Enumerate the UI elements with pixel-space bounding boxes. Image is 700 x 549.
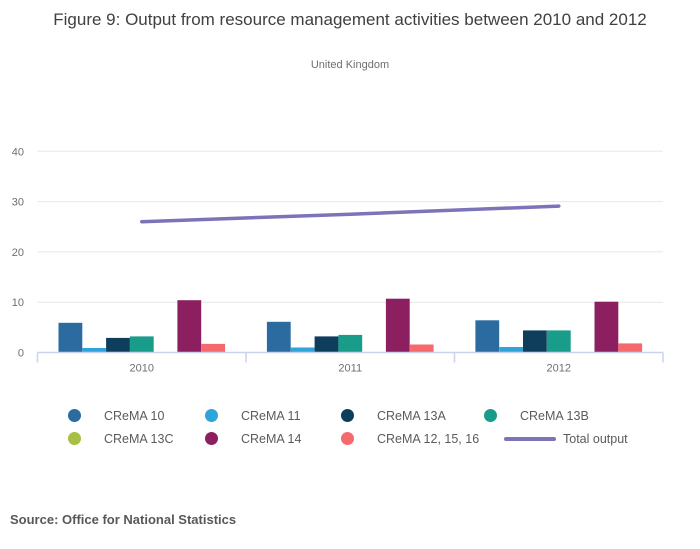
legend-line-swatch bbox=[504, 436, 556, 441]
legend-label: CReMA 10 bbox=[104, 408, 165, 423]
y-tick-label: 30 bbox=[12, 197, 24, 209]
legend-label: CReMA 14 bbox=[241, 431, 302, 446]
bar-crema-13a-2011 bbox=[314, 336, 339, 353]
legend-dot-swatch bbox=[205, 432, 218, 445]
legend-item-crema-13c[interactable]: CReMA 13C bbox=[68, 432, 205, 446]
legend-item-total-output[interactable]: Total output bbox=[484, 432, 700, 446]
legend-dot-swatch bbox=[341, 409, 354, 422]
y-tick-label: 40 bbox=[12, 146, 24, 158]
legend-item-crema-14[interactable]: CReMA 14 bbox=[205, 432, 341, 446]
bar-crema-13a-2012 bbox=[523, 330, 547, 353]
bar-crema-11-2011 bbox=[290, 347, 315, 353]
bar-crema-12-15-16-2010 bbox=[201, 343, 226, 353]
legend-dot-swatch bbox=[484, 409, 497, 422]
legend-dot-swatch bbox=[68, 409, 81, 422]
legend-item-crema-10[interactable]: CReMA 10 bbox=[68, 409, 205, 423]
legend-item-crema-13b[interactable]: CReMA 13B bbox=[484, 409, 700, 423]
legend-item-crema-13a[interactable]: CReMA 13A bbox=[341, 409, 484, 423]
chart-subtitle: United Kingdom bbox=[310, 59, 390, 71]
legend-dot-swatch bbox=[205, 409, 218, 422]
total-output-line bbox=[140, 204, 561, 224]
x-tick-label-2012: 2012 bbox=[547, 363, 571, 375]
bar-crema-14-2012 bbox=[594, 301, 619, 353]
plot-area: 0 10 20 30 40 2010 2011 2012 bbox=[0, 115, 700, 385]
legend-item-crema-11[interactable]: CReMA 11 bbox=[205, 409, 341, 423]
chart-legend: CReMA 10 CReMA 11 CReMA 13A CReMA 13B CReMA… bbox=[0, 404, 700, 450]
legend-item-crema-12-15-16[interactable]: CReMA 12, 15, 16 bbox=[341, 432, 484, 446]
legend-row-2: CReMA 13C CReMA 14 CReMA 12, 15, 16 Total o… bbox=[0, 427, 700, 450]
source-note: Source: Office for National Statistics bbox=[10, 512, 237, 527]
chart-title: Figure 9: Output from resource managemen… bbox=[53, 10, 647, 29]
bar-crema-10-2012 bbox=[475, 320, 500, 353]
chart-svg: 0 10 20 30 40 2010 2011 2012 bbox=[12, 146, 664, 375]
legend-row-1: CReMA 10 CReMA 11 CReMA 13A CReMA 13B bbox=[0, 404, 700, 427]
y-tick-label: 20 bbox=[12, 247, 24, 259]
legend-dot-swatch bbox=[341, 432, 354, 445]
legend-label: CReMA 12, 15, 16 bbox=[377, 431, 480, 446]
bar-crema-13a-2010 bbox=[106, 337, 130, 353]
legend-dot-swatch bbox=[68, 432, 81, 445]
x-tick-label-2011: 2011 bbox=[338, 363, 362, 375]
bar-crema-11-2012 bbox=[499, 347, 524, 353]
bar-crema-10-2010 bbox=[58, 322, 83, 353]
legend-label: CReMA 11 bbox=[241, 408, 301, 423]
bar-crema-14-2011 bbox=[385, 298, 410, 353]
bar-crema-12-15-16-2012 bbox=[618, 343, 643, 353]
bar-crema-13b-2010 bbox=[129, 336, 154, 353]
legend-label: Total output bbox=[563, 431, 628, 446]
x-tick-label-2010: 2010 bbox=[130, 363, 154, 375]
legend-label: CReMA 13B bbox=[520, 408, 589, 423]
bar-crema-14-2010 bbox=[177, 300, 202, 353]
bar-crema-10-2011 bbox=[266, 321, 291, 353]
legend-label: CReMA 13A bbox=[377, 408, 446, 423]
bar-crema-13b-2012 bbox=[546, 330, 571, 353]
legend-label: CReMA 13C bbox=[104, 431, 174, 446]
y-tick-label: 10 bbox=[12, 297, 24, 309]
bar-crema-11-2010 bbox=[82, 348, 107, 353]
y-tick-label: 0 bbox=[18, 348, 24, 360]
bar-crema-12-15-16-2011 bbox=[409, 344, 434, 353]
bar-crema-13b-2011 bbox=[338, 334, 363, 353]
